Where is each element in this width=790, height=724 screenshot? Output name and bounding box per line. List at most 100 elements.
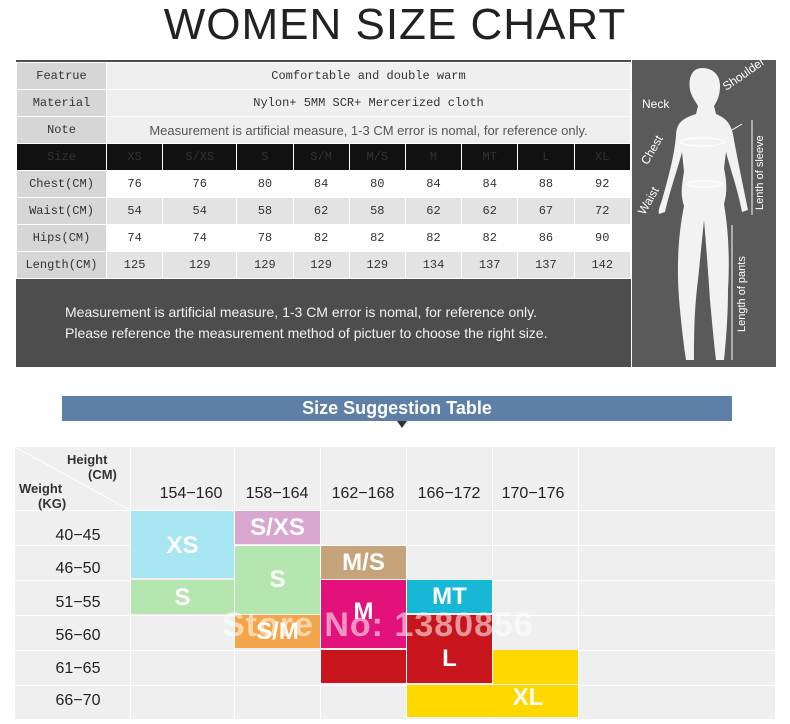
size-cell: M [404, 143, 463, 171]
size-block-l-a [321, 650, 406, 683]
table-cell: 134 [404, 251, 463, 279]
woman-silhouette-icon [658, 68, 753, 360]
table-cell: 58 [236, 197, 294, 225]
body-figure-panel: Neck Shoulder Chest Waist Lenth of sleev… [632, 60, 776, 367]
size-label-s2: S [174, 584, 191, 611]
size-header-row: Size XS S/XS S S/M M/S M MT L XL [16, 143, 632, 171]
row-label: Waist(CM) [16, 197, 107, 225]
note-label: Note [16, 116, 107, 144]
table-cell: 58 [348, 197, 406, 225]
table-cell: 84 [404, 170, 463, 198]
header-diagonal [15, 447, 131, 511]
note-value: Measurement is artificial measure, 1-3 C… [106, 116, 631, 144]
grid-line [15, 510, 775, 511]
table-cell: 54 [162, 197, 238, 225]
bottom-note-line: Measurement is artificial measure, 1-3 C… [65, 304, 538, 320]
table-cell: 80 [348, 170, 406, 198]
grid-line [320, 447, 321, 719]
table-cell: 82 [461, 224, 519, 252]
table-row: Hips(CM) 74 74 78 82 82 82 82 86 90 [16, 224, 632, 252]
table-cell: 84 [461, 170, 519, 198]
table-cell: 80 [236, 170, 294, 198]
table-row: Waist(CM) 54 54 58 62 58 62 62 67 72 [16, 197, 632, 225]
table-cell: 76 [162, 170, 238, 198]
size-block-mt [407, 580, 492, 613]
neck-label: Neck [642, 97, 670, 111]
size-block-s2 [131, 580, 234, 614]
bottom-note: Measurement is artificial measure, 1-3 C… [65, 302, 625, 344]
table-cell: 72 [573, 197, 632, 225]
size-cell: S/M [292, 143, 350, 171]
weight-row: 46−50 [55, 560, 101, 577]
grid-line [130, 447, 131, 719]
size-block-xl-b [407, 685, 578, 717]
table-cell: 129 [348, 251, 406, 279]
table-cell: 78 [236, 224, 294, 252]
size-cell: L [517, 143, 575, 171]
table-cell: 90 [573, 224, 632, 252]
size-cell: XS [105, 143, 164, 171]
sleeve-label: Lenth of sleeve [754, 135, 766, 210]
size-label-mt: MT [432, 583, 467, 610]
table-row: Length(CM) 125 129 129 129 129 134 137 1… [16, 251, 632, 279]
table-cell: 82 [292, 224, 350, 252]
weight-row: 56−60 [55, 627, 101, 644]
height-col: 162−168 [331, 485, 395, 502]
height-label: Height [67, 452, 108, 467]
table-cell: 137 [461, 251, 519, 279]
table-cell: 62 [461, 197, 519, 225]
size-label-m: M [353, 598, 374, 625]
pants-label: Length of pants [736, 256, 748, 332]
size-block-m [321, 580, 406, 648]
weight-row: 66−70 [55, 692, 101, 709]
table-cell: 62 [404, 197, 463, 225]
size-block-sm [235, 615, 320, 648]
weight-label: Weight [19, 481, 63, 496]
table-cell: 74 [105, 224, 164, 252]
table-cell: 129 [162, 251, 238, 279]
height-col: 166−172 [417, 485, 481, 502]
height-unit: (CM) [88, 467, 117, 482]
size-block-s [235, 546, 320, 614]
table-cell: 62 [292, 197, 350, 225]
size-cell: XL [573, 143, 632, 171]
table-cell: 82 [404, 224, 463, 252]
table-cell: 54 [105, 197, 164, 225]
size-label-sxs: S/XS [250, 514, 305, 541]
table-cell: 82 [348, 224, 406, 252]
page-title: WOMEN SIZE CHART [163, 0, 627, 49]
weight-row: 40−45 [55, 527, 101, 544]
table-row: Chest(CM) 76 76 80 84 80 84 84 88 92 [16, 170, 632, 198]
table-cell: 88 [517, 170, 575, 198]
size-block-ms [321, 546, 406, 579]
size-label-l: L [442, 645, 457, 672]
table-cell: 129 [236, 251, 294, 279]
table-cell: 142 [573, 251, 632, 279]
feature-label: Featrue [16, 62, 107, 90]
material-value: Nylon+ 5MM SCR+ Mercerized cloth [106, 89, 631, 117]
suggestion-banner: Size Suggestion Table [62, 396, 732, 421]
weight-row: 51−55 [55, 594, 101, 611]
feature-value: Comfortable and double warm [106, 62, 631, 90]
size-cell: MT [461, 143, 519, 171]
grid-line [578, 447, 579, 719]
size-label-xs: XS [166, 532, 199, 559]
size-label-xl: XL [512, 684, 544, 711]
grid-line [15, 685, 775, 686]
size-block-xl-a [493, 650, 578, 684]
weight-unit: (KG) [38, 496, 67, 511]
table-cell: 67 [517, 197, 575, 225]
height-col: 158−164 [245, 485, 309, 502]
size-label-ms: M/S [342, 549, 385, 576]
caret-down-icon [397, 421, 407, 428]
bottom-note-line: Please reference the measurement method … [65, 325, 548, 341]
size-cell: S/XS [162, 143, 238, 171]
table-cell: 86 [517, 224, 575, 252]
size-label-s: S [269, 566, 286, 593]
table-cell: 125 [105, 251, 164, 279]
row-label: Chest(CM) [16, 170, 107, 198]
size-block-sxs [235, 511, 320, 544]
table-cell: 137 [517, 251, 575, 279]
row-label: Length(CM) [16, 251, 107, 279]
size-cell: S [236, 143, 294, 171]
